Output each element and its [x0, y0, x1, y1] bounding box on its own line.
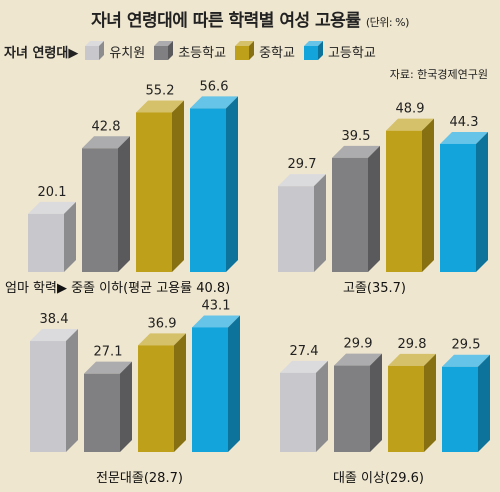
bar-0-1	[82, 136, 130, 272]
value-label-1-2: 48.9	[396, 102, 425, 117]
bar-2-2	[138, 333, 186, 452]
bar-0-2	[136, 100, 184, 272]
value-label-0-3: 56.6	[200, 79, 229, 94]
bar-0-3	[190, 96, 238, 273]
bar-3-0	[280, 360, 328, 452]
value-label-1-0: 29.7	[288, 157, 317, 172]
value-label-2-0: 38.4	[40, 312, 69, 327]
value-label-3-2: 29.8	[398, 337, 427, 352]
legend-label-2: 중학교	[259, 45, 295, 61]
legend-item-2: 중학교	[234, 41, 295, 61]
legend-label-0: 유치원	[109, 45, 146, 61]
legend-item-3: 고등학교	[303, 41, 376, 61]
panel-title-2: 전문대졸(28.7)	[96, 471, 183, 486]
bar-1-1	[332, 145, 380, 272]
legend-swatch-2	[235, 41, 255, 60]
bar-1-3	[440, 131, 488, 272]
value-label-2-2: 36.9	[148, 316, 177, 331]
panel-1: 29.7 39.5 48.9 44.3 고졸(35.7)	[278, 102, 488, 296]
legend-swatch-3	[303, 41, 323, 60]
legend-item-0: 유치원	[84, 41, 145, 61]
bar-3-3	[442, 354, 490, 452]
value-label-2-3: 43.1	[202, 298, 231, 313]
legend-label-1: 초등학교	[178, 45, 227, 61]
bar-3-2	[388, 353, 436, 452]
value-label-1-3: 44.3	[450, 115, 479, 130]
bar-0-0	[28, 201, 76, 272]
legend-item-1: 초등학교	[153, 41, 226, 61]
value-label-3-3: 29.5	[452, 338, 481, 353]
panel-0: 20.1 42.8 55.2 56.6 엄마 학력▶ 중졸 이하(평균 고용률 40.8…	[5, 79, 238, 296]
panel-2: 38.4 27.1 36.9 43.1 전문대졸(28.7)	[30, 298, 240, 486]
panel-title-3: 대졸 이상(29.6)	[333, 471, 424, 486]
panel-title-0: 엄마 학력▶ 중졸 이하(평균 고용률 40.8)	[5, 281, 230, 296]
legend-swatch-cube-2	[235, 41, 255, 60]
value-label-2-1: 27.1	[94, 345, 123, 360]
title-text: 자녀 연령대에 따른 학력별 여성 고용률	[91, 11, 361, 31]
value-label-0-2: 55.2	[146, 83, 175, 98]
legend-swatch-1	[154, 41, 174, 60]
legend-lead-text: 자녀 연령대	[4, 45, 69, 61]
legend-swatch-cube-1	[154, 41, 174, 60]
value-label-1-1: 39.5	[342, 129, 371, 144]
value-label-0-0: 20.1	[38, 185, 67, 200]
legend-swatch-cube-3	[303, 41, 323, 60]
value-label-3-1: 29.9	[344, 337, 373, 352]
bar-2-0	[30, 329, 78, 452]
bar-3-1	[334, 353, 382, 452]
legend-label-3: 고등학교	[327, 45, 376, 61]
bar-2-1	[84, 361, 132, 452]
bar-1-2	[386, 118, 434, 272]
bar-1-0	[278, 174, 326, 272]
legend-items: 유치원 초등학교 중학교 고등학교	[84, 41, 383, 61]
value-label-0-1: 42.8	[92, 119, 121, 134]
panel-title-1: 고졸(35.7)	[343, 281, 406, 296]
legend: 자녀 연령대▶ 유치원 초등학교 중학교 고등학교	[4, 38, 384, 64]
value-label-3-0: 27.4	[290, 344, 319, 359]
legend-swatch-0	[85, 41, 105, 60]
bar-2-3	[192, 315, 240, 452]
panel-3: 27.4 29.9 29.8 29.5 대졸 이상(29.6)	[280, 337, 490, 486]
legend-swatch-cube-0	[85, 41, 105, 60]
unit-text: (단위: %)	[365, 16, 409, 29]
legend-lead: 자녀 연령대▶	[4, 45, 79, 61]
source-note: 자료: 한국경제연구원	[389, 68, 488, 81]
chart-title: 자녀 연령대에 따른 학력별 여성 고용률 (단위: %)	[0, 6, 500, 31]
